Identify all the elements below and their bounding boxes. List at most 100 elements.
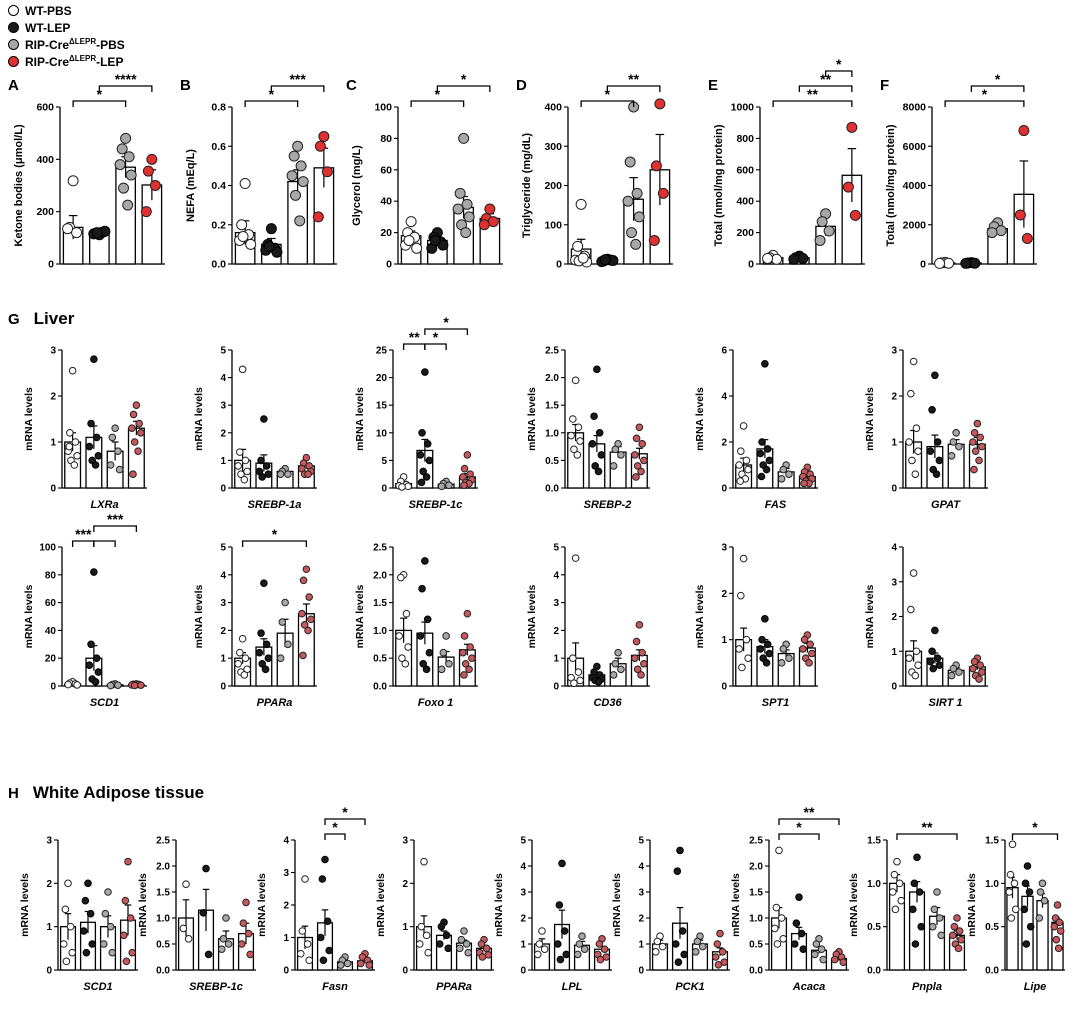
panel-1-point-3-0 <box>318 130 330 142</box>
panel-9-point-1-0 <box>593 365 601 374</box>
panel-22-point-0-2 <box>540 945 549 954</box>
panel-12-gene-label: SCD1 <box>90 697 119 709</box>
panel-9-point-0-6 <box>573 451 582 459</box>
panel-20-tick-label-3: 3 <box>283 868 289 879</box>
panel-14-tick-label-0: 0.0 <box>373 682 387 693</box>
panel-0-point-2-5 <box>118 182 130 194</box>
panel-10-point-0-1 <box>737 447 745 456</box>
legend-item-rip-lep: RIP-CreΔLEPR-LEP <box>8 53 125 70</box>
panel-7-point-0-4 <box>243 467 251 476</box>
legend-label-rip-lep: RIP-CreΔLEPR-LEP <box>25 54 123 69</box>
panel-13-point-1-2 <box>262 640 271 649</box>
panel-20-point-1-4 <box>325 946 334 955</box>
panel-2-sig-bracket-1 <box>436 85 491 92</box>
panel-4-letter: E <box>708 77 718 94</box>
panel-11-point-3-5 <box>971 447 980 456</box>
panel-9-point-2-3 <box>609 462 618 470</box>
panel-19-tick-label-1: 0.5 <box>156 940 170 951</box>
panel-26-point-0-0 <box>1008 840 1017 849</box>
panel-7-point-0-0 <box>238 365 247 374</box>
legend-item-wt-pbs: WT-PBS <box>8 2 125 19</box>
panel-21-point-3-1 <box>477 940 486 948</box>
panel-24-tick-label-5: 2.5 <box>749 836 763 847</box>
panel-25-point-1-1 <box>910 879 919 888</box>
panel-21-tick-label-2: 2 <box>402 879 408 890</box>
panel-25-tick-label-1: 0.5 <box>867 922 881 933</box>
panel-20-point-0-4 <box>305 956 314 965</box>
panel-14-point-3-3 <box>459 648 467 657</box>
panel-10-point-1-2 <box>763 445 772 453</box>
panel-21-point-2-1 <box>457 935 466 944</box>
panel-15-point-3-1 <box>632 637 641 646</box>
panel-14-gene-label: Foxo 1 <box>418 697 453 709</box>
panel-3-point-2-5 <box>626 227 638 239</box>
panel-26-point-3-6 <box>1054 944 1063 953</box>
panel-20-gene-label: Fasn <box>322 981 348 993</box>
legend-swatch-wt-pbs <box>8 5 19 16</box>
panel-11-point-2-3 <box>947 452 956 460</box>
panel-13-point-0-3 <box>234 659 242 668</box>
panel-11-point-0-4 <box>914 447 922 456</box>
panel-13-point-1-4 <box>264 654 273 663</box>
panel-15-point-2-2 <box>617 665 625 674</box>
panel-18-point-0-3 <box>59 940 68 948</box>
panel-0-tick-label-0: 0 <box>48 259 54 271</box>
panel-4-point-0-3 <box>762 253 774 265</box>
panel-20-point-0-2 <box>303 940 312 948</box>
panel-18-gene-label: SCD1 <box>83 981 112 993</box>
panel-26-point-3-2 <box>1055 918 1064 927</box>
panel-2-point-1-5 <box>429 234 441 246</box>
panel-3-sig-bracket-0 <box>580 100 635 107</box>
panel-11-point-1-6 <box>932 470 941 479</box>
panel-2-point-3-2 <box>487 216 499 228</box>
panel-25-tick-label-3: 1.5 <box>867 836 881 847</box>
panel-6-point-1-2 <box>92 433 101 442</box>
panel-18-point-2-1 <box>101 909 110 918</box>
panel-23-point-0-1 <box>653 937 662 946</box>
panel-18-point-1-5 <box>82 948 91 957</box>
panel-19-point-1-1 <box>199 909 208 917</box>
section-title-wat: H White Adipose tissue <box>8 783 204 803</box>
panel-7-point-1-5 <box>258 473 266 481</box>
panel-5-tick-label-2: 4000 <box>903 180 927 192</box>
panel-17-point-2-3 <box>947 671 956 680</box>
panel-18-point-0-4 <box>68 948 77 957</box>
panel-17-point-1-2 <box>933 654 942 663</box>
panel-19-point-1-0 <box>202 864 210 873</box>
panel-1-point-0-5 <box>237 231 249 243</box>
panel-19-point-3-2 <box>244 929 253 938</box>
panel-6-point-3-6 <box>134 447 142 456</box>
panel-2-point-2-2 <box>461 198 473 210</box>
panel-13-tick-label-2: 2 <box>220 626 226 637</box>
panel-13-point-2-2 <box>284 640 292 649</box>
panel-9-point-3-4 <box>640 456 648 465</box>
panel-8-tick-label-1: 5 <box>381 456 387 467</box>
panel-12-sig-label-0: *** <box>75 526 92 542</box>
panel-7-tick-label-4: 4 <box>220 373 226 384</box>
panel-11-point-2-1 <box>949 438 958 446</box>
panel-25-tick-label-2: 1.0 <box>867 879 881 890</box>
section-name-liver: Liver <box>33 309 75 328</box>
panel-18-point-3-5 <box>122 957 131 966</box>
panel-1-point-0-4 <box>245 238 257 250</box>
panel-16-tick-label-0: 0 <box>721 682 727 693</box>
panel-1-point-3-3 <box>312 211 324 223</box>
panel-21-point-2-0 <box>460 927 468 935</box>
panel-1-ylabel: NEFA (mEq/L) <box>185 149 197 222</box>
panel-8-point-3-0 <box>463 451 472 459</box>
panel-18-point-1-4 <box>88 940 97 948</box>
panel-7-point-1-2 <box>262 462 271 470</box>
panel-10-point-1-1 <box>758 438 766 446</box>
panel-26-point-0-3 <box>1005 888 1014 896</box>
panel-23-gene-label: PCK1 <box>675 981 704 993</box>
panel-4-tick-label-5: 1000 <box>731 102 755 114</box>
panel-24-point-1-1 <box>792 919 801 928</box>
panel-14-point-0-5 <box>398 654 406 663</box>
panel-13-tick-label-3: 3 <box>220 598 226 609</box>
panel-12-point-0-3 <box>64 680 72 689</box>
panel-21-tick-label-3: 3 <box>402 836 408 847</box>
panel-1-point-2-2 <box>295 160 307 172</box>
panel-19-point-3-3 <box>237 940 246 948</box>
panel-25-point-0-3 <box>888 888 897 896</box>
panel-20-sig-bracket-1 <box>324 818 366 825</box>
